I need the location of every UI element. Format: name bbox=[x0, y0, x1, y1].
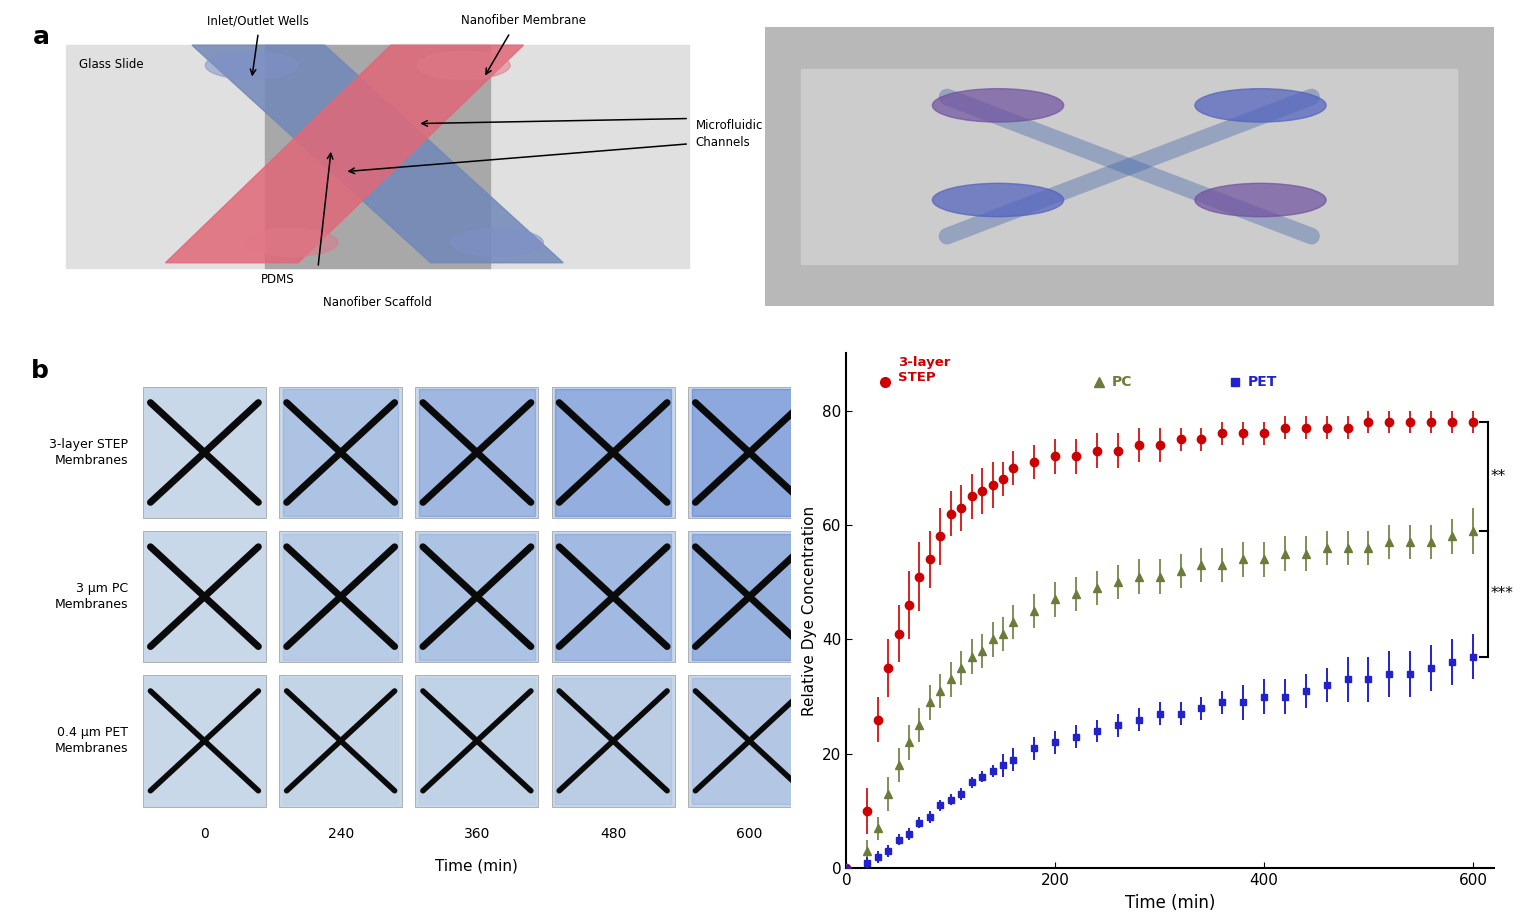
Text: 240: 240 bbox=[328, 827, 354, 841]
Bar bbox=[551, 531, 675, 663]
Text: PC: PC bbox=[1112, 375, 1132, 388]
Bar bbox=[801, 69, 1457, 264]
Bar bbox=[143, 387, 266, 518]
Bar bbox=[143, 531, 266, 663]
Bar bbox=[279, 387, 402, 518]
Bar bbox=[283, 389, 399, 515]
Ellipse shape bbox=[1195, 184, 1326, 217]
Ellipse shape bbox=[417, 51, 510, 80]
Text: 480: 480 bbox=[601, 827, 627, 841]
Bar bbox=[688, 387, 812, 518]
Text: 600: 600 bbox=[736, 827, 762, 841]
Text: Microfluidic
Channels: Microfluidic Channels bbox=[696, 119, 764, 149]
Bar bbox=[419, 534, 534, 660]
Text: Glass Slide: Glass Slide bbox=[80, 58, 143, 70]
Polygon shape bbox=[165, 45, 524, 262]
Ellipse shape bbox=[932, 184, 1064, 217]
Bar bbox=[416, 531, 539, 663]
Bar bbox=[691, 389, 807, 515]
Bar bbox=[283, 678, 399, 804]
Bar bbox=[283, 534, 399, 660]
Text: ***: *** bbox=[1491, 586, 1514, 601]
Bar bbox=[66, 45, 688, 268]
Bar bbox=[265, 45, 490, 268]
Bar bbox=[556, 678, 671, 804]
Bar bbox=[279, 531, 402, 663]
Ellipse shape bbox=[205, 51, 299, 80]
Text: Nanofiber Membrane: Nanofiber Membrane bbox=[460, 15, 585, 27]
Text: a: a bbox=[32, 25, 49, 48]
Ellipse shape bbox=[932, 89, 1064, 122]
Text: Nanofiber Scaffold: Nanofiber Scaffold bbox=[323, 295, 433, 309]
Text: PDMS: PDMS bbox=[262, 273, 296, 286]
Text: 3-layer STEP
Membranes: 3-layer STEP Membranes bbox=[49, 438, 128, 467]
Bar bbox=[419, 389, 534, 515]
Bar bbox=[419, 678, 534, 804]
Text: 3 μm PC
Membranes: 3 μm PC Membranes bbox=[54, 582, 128, 611]
Text: Time (min): Time (min) bbox=[436, 858, 519, 873]
Text: PET: PET bbox=[1247, 375, 1277, 388]
Bar bbox=[556, 534, 671, 660]
Bar bbox=[556, 389, 671, 515]
Polygon shape bbox=[192, 45, 564, 262]
Bar bbox=[279, 675, 402, 806]
Ellipse shape bbox=[1195, 89, 1326, 122]
Text: b: b bbox=[31, 358, 49, 383]
Y-axis label: Relative Dye Concentration: Relative Dye Concentration bbox=[802, 505, 816, 716]
Bar bbox=[691, 534, 807, 660]
Text: 0.4 μm PET
Membranes: 0.4 μm PET Membranes bbox=[54, 727, 128, 755]
Bar bbox=[688, 675, 812, 806]
Bar bbox=[416, 387, 539, 518]
Text: 3-layer
STEP: 3-layer STEP bbox=[898, 356, 950, 384]
Text: Inlet/Outlet Wells: Inlet/Outlet Wells bbox=[208, 15, 310, 27]
Bar bbox=[551, 387, 675, 518]
Bar bbox=[551, 675, 675, 806]
Bar bbox=[688, 531, 812, 663]
Ellipse shape bbox=[451, 228, 544, 257]
Bar bbox=[416, 675, 539, 806]
X-axis label: Time (min): Time (min) bbox=[1124, 894, 1215, 912]
Text: **: ** bbox=[1491, 469, 1506, 484]
Bar bbox=[143, 675, 266, 806]
Text: 0: 0 bbox=[200, 827, 209, 841]
Bar bbox=[691, 678, 807, 804]
Ellipse shape bbox=[245, 228, 337, 257]
Text: 360: 360 bbox=[464, 827, 490, 841]
